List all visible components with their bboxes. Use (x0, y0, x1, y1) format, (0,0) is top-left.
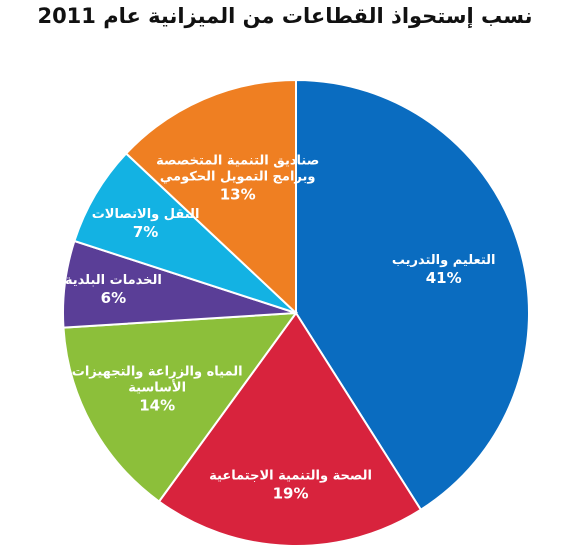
pie-slices (62, 78, 530, 547)
slice-development-funds-label-line-1: صناديق التنمية المتخصصة (156, 153, 319, 168)
slice-transport-label-line-1: النقل والاتصالات (92, 207, 200, 222)
slice-development-funds-label-line-2: وبرامج التمويل الحكومي (160, 169, 316, 184)
slice-transport-percent-label: 7% (133, 223, 158, 241)
slice-education (295, 78, 530, 512)
slice-water-agriculture-label-line-1: المياه والزراعة والتجهيزات (72, 364, 243, 379)
slice-health-percent-label: 19% (273, 484, 309, 502)
chart-title: نسب إستحواذ القطاعات من الميزانية عام 20… (37, 4, 533, 28)
slice-water-agriculture-percent-label: 14% (139, 396, 175, 414)
slice-water-agriculture (62, 311, 299, 503)
slice-education-label-line-1: التعليم والتدريب (392, 253, 496, 268)
slice-municipal-percent-label: 6% (101, 289, 126, 307)
slice-water-agriculture-label-line-2: الأساسية (128, 378, 186, 395)
slice-transport (73, 152, 297, 314)
slice-health (157, 311, 423, 547)
slice-education-percent-label: 41% (426, 269, 462, 287)
slice-health-label-line-1: الصحة والتنمية الاجتماعية (209, 468, 372, 483)
slice-development-funds (124, 78, 297, 316)
slice-municipal-label-line-1: الخدمات البلدية (65, 273, 162, 288)
slice-development-funds-percent-label: 13% (220, 185, 256, 203)
